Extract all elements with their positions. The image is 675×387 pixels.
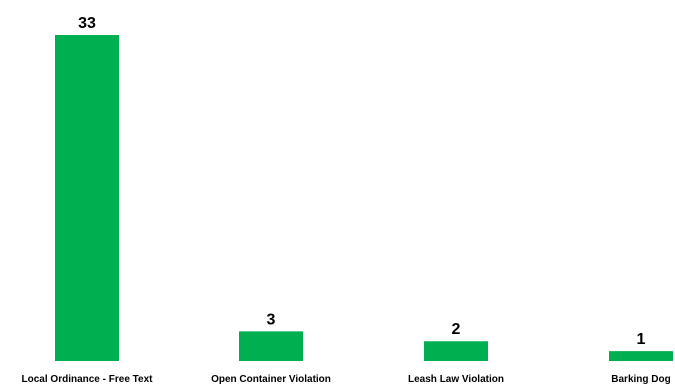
bar-leash-law-violation <box>424 341 488 361</box>
data-label-barking-dog: 1 <box>637 331 646 348</box>
data-label-leash-law-violation: 2 <box>452 321 461 338</box>
category-labels-group: Local Ordinance - Free Text Open Containe… <box>22 374 671 385</box>
bars-group <box>55 35 673 361</box>
bar-open-container-violation <box>239 331 303 361</box>
bar-barking-dog <box>609 351 673 361</box>
data-label-open-container-violation: 3 <box>267 311 276 328</box>
bar-local-ordinance-free-text <box>55 35 119 361</box>
category-label-barking-dog: Barking Dog <box>611 374 670 385</box>
category-label-local-ordinance-free-text: Local Ordinance - Free Text <box>22 374 154 385</box>
category-label-open-container-violation: Open Container Violation <box>211 374 331 385</box>
data-label-local-ordinance-free-text: 33 <box>78 15 96 32</box>
category-label-leash-law-violation: Leash Law Violation <box>408 374 504 385</box>
